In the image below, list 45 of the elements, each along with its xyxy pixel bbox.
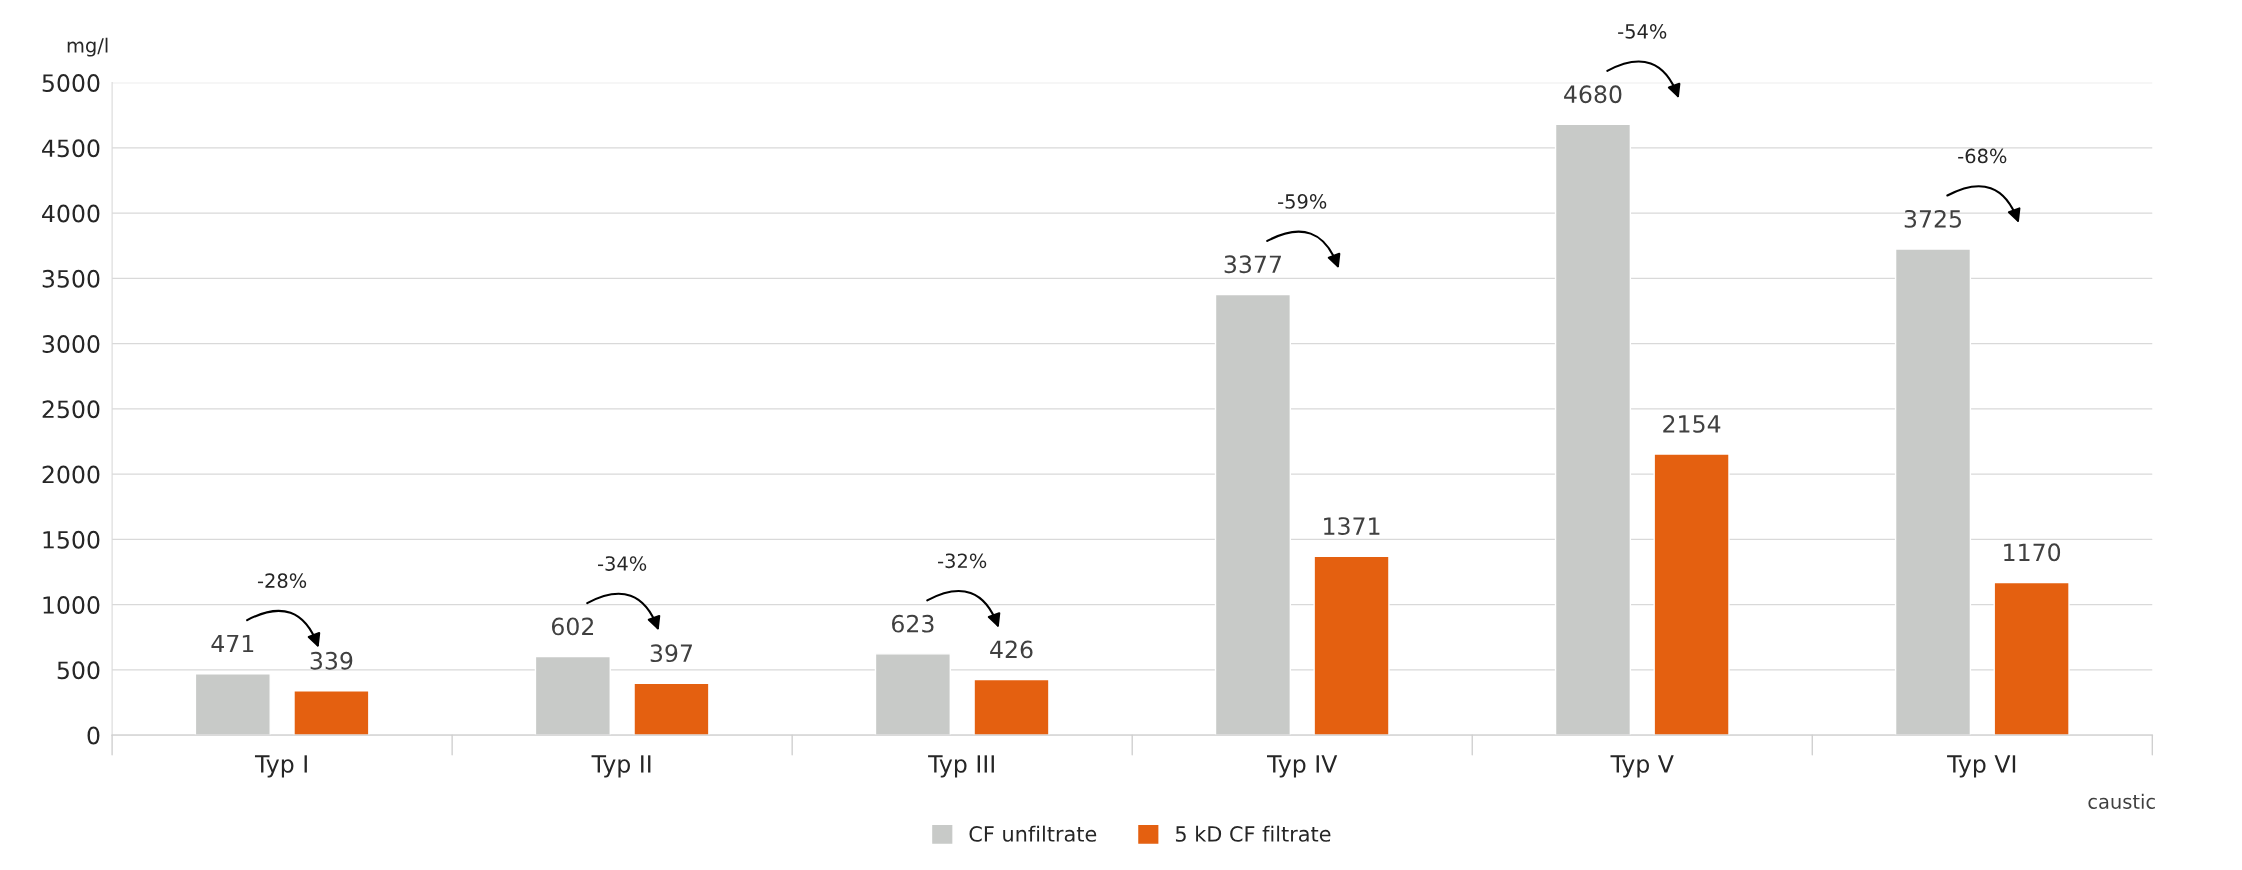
x-tick-label: Typ I (254, 755, 307, 778)
data-label: 426 (990, 640, 1033, 659)
y-tick-label: 2500 (42, 400, 100, 419)
bar (973, 678, 1050, 736)
x-tick-label: Typ III (928, 755, 994, 778)
bar (633, 682, 710, 736)
bar (293, 690, 370, 736)
data-label: 602 (551, 617, 594, 636)
x-tick-label: Typ V (1610, 755, 1674, 778)
data-label: 339 (310, 651, 353, 670)
y-tick-label: 4000 (42, 204, 100, 223)
x-tick-label: Typ IV (1267, 755, 1338, 778)
y-tick-label: 3500 (42, 269, 100, 288)
annotation: -59% (1278, 194, 1327, 209)
y-tick-label: 3000 (42, 335, 100, 353)
legend-label: 5 kD CF filtrate (1175, 825, 1331, 842)
data-label: 397 (650, 644, 692, 663)
bar (1653, 453, 1730, 736)
y-tick-label: 2000 (42, 465, 100, 484)
x-axis-title: caustic (2088, 793, 2155, 809)
data-label: 471 (211, 634, 254, 653)
y-tick-label: 500 (57, 661, 100, 680)
annotation: -28% (257, 573, 307, 588)
annotation: -34% (597, 556, 647, 571)
y-axis-title: mg/l (67, 37, 108, 57)
data-label: 623 (892, 614, 934, 633)
data-label: 2154 (1663, 414, 1721, 433)
data-label: 1170 (2004, 543, 2061, 562)
text: -54% (1618, 23, 1667, 39)
annotation: -32% (938, 553, 987, 569)
data-label: 4680 (1564, 85, 1622, 104)
x-tick-label: Typ II (591, 755, 651, 778)
y-tick-label: 1000 (43, 596, 100, 614)
data-label: 3725 (1904, 209, 1961, 228)
y-tick-label: 5000 (42, 74, 100, 92)
data-label: 3377 (1224, 255, 1281, 274)
annotation: -68% (1958, 148, 2007, 164)
legend-label: CF unfiltrate (969, 825, 1097, 842)
data-label: 1371 (1324, 517, 1380, 535)
bar (1993, 581, 2070, 736)
y-tick-label: 0 (87, 726, 100, 745)
x-tick-label: Typ VI (1947, 755, 2016, 778)
y-tick-label: 1500 (43, 530, 100, 549)
y-tick-label: 4500 (42, 139, 100, 158)
bar (1313, 555, 1390, 736)
